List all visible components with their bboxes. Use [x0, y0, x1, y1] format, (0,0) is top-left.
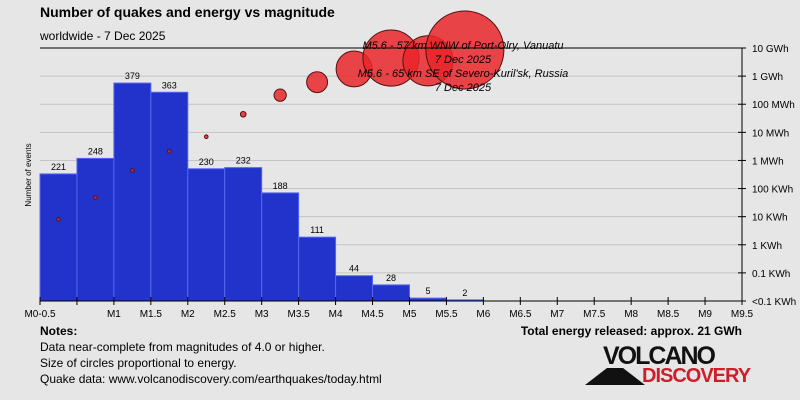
notes-heading: Notes: — [40, 324, 78, 338]
right-tick-label: 10 GWh — [752, 44, 789, 55]
energy-circle — [167, 149, 172, 154]
bar — [261, 192, 300, 302]
bar — [372, 284, 410, 302]
x-tick-label: M3 — [255, 309, 269, 320]
x-tick-label: M0-0.5 — [24, 309, 56, 320]
bar-label: 44 — [349, 264, 359, 274]
bar — [39, 173, 78, 302]
right-tick-label: 100 MWh — [752, 100, 795, 111]
bar-label: 379 — [125, 71, 140, 81]
right-tick-label: 1 MWh — [752, 156, 784, 167]
x-tick-label: M5.5 — [435, 309, 458, 320]
right-tick-label: <0.1 KWh — [752, 297, 796, 308]
x-tick-label: M1.5 — [140, 309, 163, 320]
bar-label: 111 — [310, 225, 324, 235]
right-tick-label: 100 KWh — [752, 185, 793, 196]
x-tick-label: M2.5 — [214, 309, 237, 320]
right-tick-label: 0.1 KWh — [752, 269, 790, 280]
x-tick-label: M4.5 — [361, 309, 384, 320]
right-tick-label: 10 KWh — [752, 213, 788, 224]
x-tick-label: M9 — [698, 309, 712, 320]
energy-circle — [273, 88, 287, 102]
bar — [187, 168, 226, 302]
volcano-icon — [585, 368, 645, 385]
energy-circle — [306, 71, 329, 94]
energy-circle — [203, 134, 209, 139]
right-tick-label: 10 MWh — [752, 128, 789, 139]
bar-label: 28 — [386, 273, 396, 283]
bar-label: 221 — [51, 162, 66, 172]
bar — [76, 157, 115, 302]
y-axis-label: Number of events — [24, 143, 33, 206]
chart-subtitle: worldwide - 7 Dec 2025 — [40, 29, 166, 43]
x-tick-label: M7 — [550, 309, 564, 320]
bar-label: 248 — [88, 146, 103, 156]
annotation-date: 7 Dec 2025 — [435, 82, 492, 94]
note-line: Data near-complete from magnitudes of 4.… — [40, 340, 325, 354]
x-tick-label: M6 — [476, 309, 490, 320]
bar-label: 2 — [462, 288, 467, 298]
x-tick-label: M5 — [403, 309, 417, 320]
x-tick-label: M9.5 — [731, 309, 754, 320]
energy-circle — [239, 110, 247, 118]
annotation-text: M5.6 - 57 km WNW of Port-Olry, Vanuatu — [362, 40, 563, 52]
bar — [298, 236, 337, 302]
energy-circle — [130, 168, 135, 173]
energy-circle — [93, 195, 98, 200]
bar-label: 188 — [273, 181, 288, 191]
x-tick-label: M8.5 — [657, 309, 680, 320]
annotation-date: 7 Dec 2025 — [435, 54, 492, 66]
bar-label: 232 — [236, 156, 251, 166]
x-tick-label: M7.5 — [583, 309, 606, 320]
bar-label: 5 — [425, 286, 430, 296]
x-tick-label: M6.5 — [509, 309, 532, 320]
chart-title: Number of quakes and energy vs magnitude — [40, 4, 335, 20]
energy-circle — [56, 217, 61, 222]
x-tick-label: M2 — [181, 309, 195, 320]
x-tick-label: M4 — [329, 309, 343, 320]
note-line[interactable]: Quake data: www.volcanodiscovery.com/ear… — [40, 372, 382, 386]
annotation-text: M5.6 - 65 km SE of Severo-Kuril'sk, Russ… — [358, 68, 569, 80]
right-tick-label: 1 KWh — [752, 241, 782, 252]
x-tick-label: M8 — [624, 309, 638, 320]
energy-circle — [425, 10, 505, 90]
bar — [150, 91, 189, 302]
logo-text-volcano: VOLCANO — [603, 342, 716, 370]
bar — [113, 82, 152, 302]
bar-label: 363 — [162, 80, 177, 90]
bar-label: 230 — [199, 157, 214, 167]
logo-text-discovery: DISCOVERY — [642, 365, 751, 387]
bar — [224, 167, 263, 302]
x-tick-label: M3.5 — [288, 309, 311, 320]
x-tick-label: M1 — [107, 309, 121, 320]
bar — [335, 275, 374, 302]
volcanodiscovery-logo[interactable]: VOLCANO DISCOVERY — [585, 342, 755, 388]
total-energy: Total energy released: approx. 21 GWh — [520, 324, 742, 338]
note-line: Size of circles proportional to energy. — [40, 356, 237, 370]
right-tick-label: 1 GWh — [752, 72, 783, 83]
